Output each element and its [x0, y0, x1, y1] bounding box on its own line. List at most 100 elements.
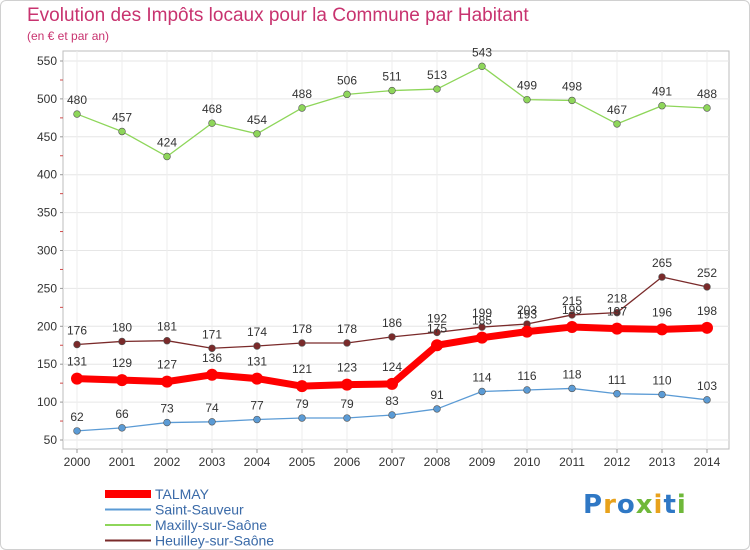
legend: TALMAYSaint-SauveurMaxilly-sur-SaôneHeui… — [105, 486, 274, 549]
series-heuilley-sur-sa-ne — [73, 273, 711, 352]
labels-talmay: 131 129 127 136 131 121 123 124 175 185 193 199 197 1… — [67, 303, 717, 376]
data-point — [703, 396, 711, 404]
data-label: 91 — [430, 388, 444, 402]
data-point — [433, 328, 441, 337]
data-point — [566, 321, 578, 334]
data-label: 197 — [607, 305, 627, 319]
series-saint-sauveur — [73, 384, 711, 435]
labels-heuilley-sur-sa-ne: 176 180 181 171 174 178 178 186 192 199 203 215 218 2… — [67, 256, 717, 341]
labels-maxilly-sur-sa-ne: 480 457 424 468 454 488 506 511 513 543 499 498 467 4… — [67, 45, 717, 149]
data-point — [343, 414, 351, 422]
logo-letter: t — [663, 490, 677, 520]
y-tick-label: 300 — [37, 244, 57, 258]
x-tick-label: 2002 — [154, 455, 181, 469]
x-tick-label: 2007 — [379, 455, 406, 469]
data-label: 424 — [157, 136, 177, 150]
data-label: 62 — [70, 410, 84, 424]
data-point — [613, 120, 621, 128]
x-tick-label: 2011 — [559, 455, 585, 469]
data-label: 124 — [382, 360, 402, 374]
data-point — [341, 378, 353, 391]
y-tick-label: 550 — [37, 54, 57, 68]
data-label: 178 — [337, 322, 357, 336]
chart-title: Evolution des Impôts locaux pour la Comm… — [27, 5, 529, 26]
data-point — [253, 342, 261, 350]
data-point — [431, 339, 443, 352]
data-label: 491 — [652, 85, 672, 99]
data-point — [71, 372, 83, 385]
data-label: 506 — [337, 73, 357, 87]
y-tick-label: 200 — [37, 319, 57, 333]
x-tick-label: 2000 — [64, 455, 91, 469]
legend-label: Saint-Sauveur — [155, 502, 244, 518]
data-label: 111 — [608, 373, 627, 387]
data-label: 174 — [247, 325, 267, 339]
data-point — [163, 337, 171, 345]
data-label: 136 — [202, 351, 222, 365]
x-tick-label: 2014 — [694, 455, 721, 469]
data-label: 83 — [385, 394, 399, 408]
data-label: 121 — [292, 362, 312, 376]
x-tick-label: 2001 — [109, 455, 136, 469]
data-point — [658, 102, 666, 110]
data-point — [208, 344, 216, 352]
data-point — [568, 384, 576, 393]
data-point — [208, 119, 216, 127]
data-label: 199 — [562, 303, 582, 317]
data-point — [298, 339, 306, 347]
data-point — [656, 323, 668, 336]
y-tick-label: 100 — [37, 395, 57, 409]
data-point — [568, 96, 576, 105]
logo-letter: i — [653, 490, 664, 520]
data-point — [298, 414, 306, 422]
data-point — [73, 340, 81, 349]
data-label: 192 — [427, 311, 447, 325]
data-point — [611, 322, 623, 335]
data-label: 185 — [472, 314, 492, 328]
logo-letter: r — [603, 490, 617, 520]
data-label: 499 — [517, 79, 537, 93]
data-label: 457 — [112, 110, 132, 124]
y-tick-label: 250 — [37, 281, 57, 295]
data-point — [118, 337, 126, 346]
data-label: 180 — [112, 320, 132, 334]
x-tick-label: 2009 — [469, 455, 496, 469]
data-label: 186 — [382, 316, 402, 330]
y-tick-label: 350 — [37, 206, 57, 220]
data-point — [388, 86, 396, 95]
data-label: 66 — [115, 407, 129, 421]
data-label: 215 — [562, 294, 582, 308]
data-point — [251, 372, 263, 385]
data-label: 193 — [517, 308, 537, 322]
data-point — [116, 374, 128, 387]
data-label: 74 — [205, 401, 219, 415]
data-point — [478, 387, 486, 396]
logo-letter: i — [676, 490, 687, 520]
logo-letter: P — [583, 490, 604, 520]
data-point — [253, 130, 261, 138]
data-point — [433, 85, 441, 93]
data-point — [613, 308, 621, 317]
data-point — [298, 104, 306, 112]
data-point — [73, 427, 81, 435]
y-tick-label: 400 — [37, 168, 57, 182]
data-label: 127 — [157, 358, 177, 372]
data-point — [613, 390, 621, 398]
data-label: 110 — [652, 374, 671, 388]
data-point — [163, 152, 171, 161]
data-point — [208, 418, 216, 426]
data-point — [118, 424, 126, 432]
data-label: 252 — [697, 266, 717, 280]
data-point — [118, 127, 126, 136]
data-point — [343, 339, 351, 347]
x-tick-label: 2006 — [334, 455, 361, 469]
data-label: 77 — [250, 399, 264, 413]
x-tick-label: 2010 — [514, 455, 541, 469]
data-label: 79 — [295, 397, 309, 411]
data-point — [523, 386, 531, 394]
data-point — [388, 333, 396, 341]
x-tick-label: 2012 — [604, 455, 631, 469]
x-tick-label: 2008 — [424, 455, 451, 469]
